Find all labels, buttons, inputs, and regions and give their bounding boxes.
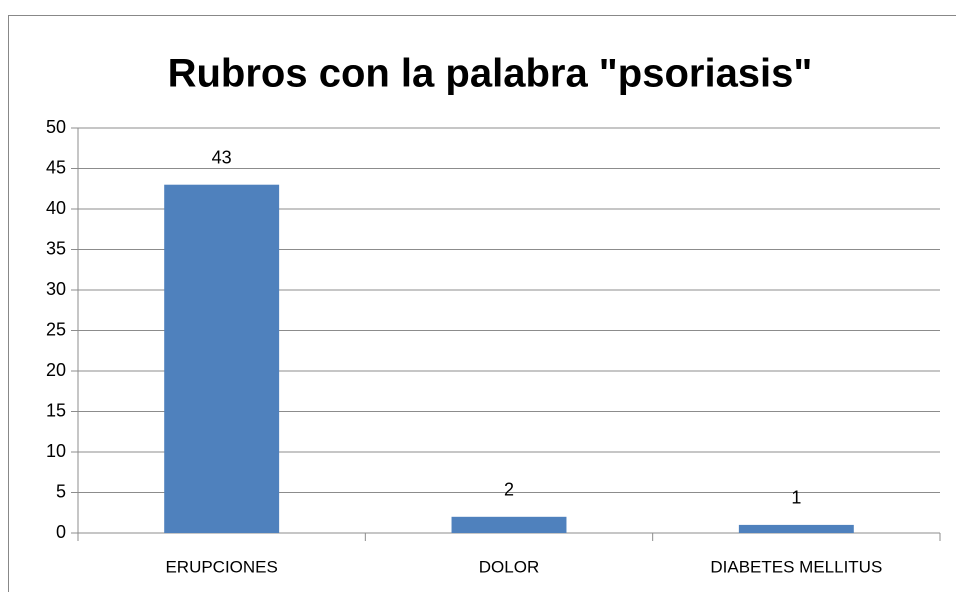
y-tick-label: 35 [46, 238, 66, 258]
data-label: 1 [791, 488, 801, 508]
y-tick-label: 10 [46, 441, 66, 461]
y-tick-label: 30 [46, 279, 66, 299]
bar [738, 524, 854, 533]
y-tick-label: 20 [46, 360, 66, 380]
y-tick-label: 50 [46, 117, 66, 137]
chart-frame [8, 15, 956, 592]
y-tick-label: 45 [46, 157, 66, 177]
data-label: 2 [504, 480, 514, 500]
y-tick-label: 40 [46, 198, 66, 218]
data-label: 43 [212, 147, 232, 167]
chart-title: Rubros con la palabra "psoriasis" [168, 52, 813, 96]
x-tick-label: ERUPCIONES [165, 557, 277, 576]
y-tick-label: 25 [46, 319, 66, 339]
bar [164, 184, 280, 533]
y-tick-label: 15 [46, 400, 66, 420]
x-tick-label: DIABETES MELLITUS [710, 557, 882, 576]
y-tick-label: 5 [56, 481, 66, 501]
y-tick-label: 0 [56, 522, 66, 542]
x-tick-label: DOLOR [479, 557, 539, 576]
bar [451, 516, 567, 533]
